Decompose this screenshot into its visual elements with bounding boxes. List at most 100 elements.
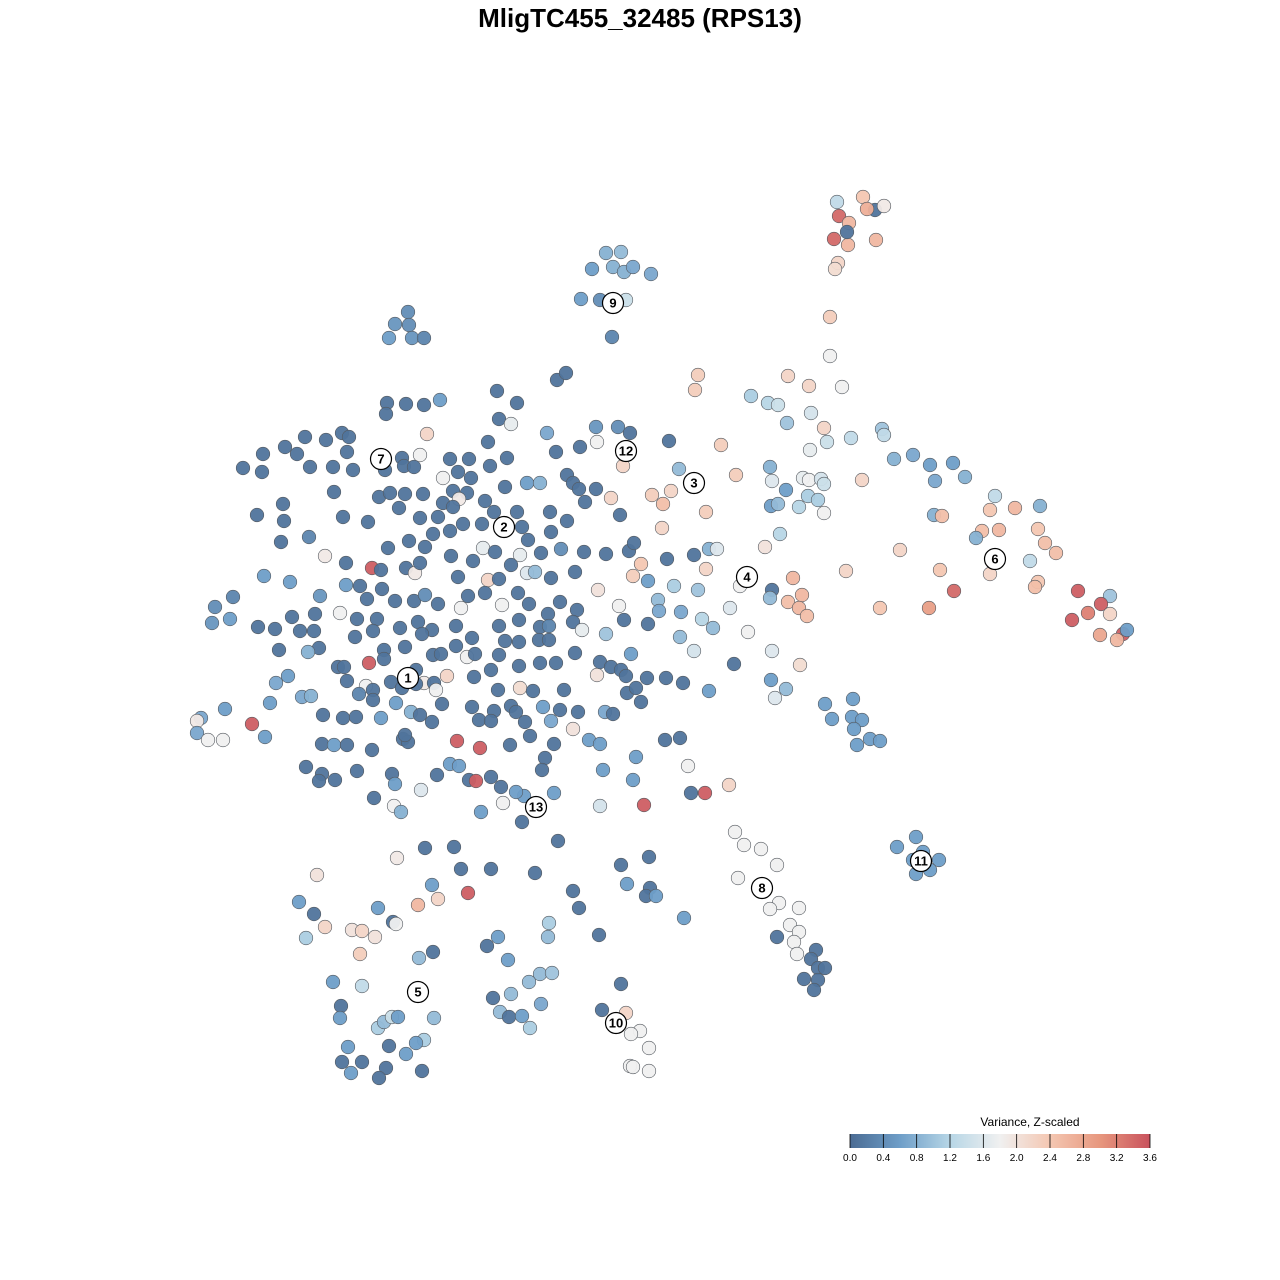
scatter-point <box>432 392 448 408</box>
scatter-point <box>369 611 385 627</box>
scatter-point <box>643 266 659 282</box>
scatter-point <box>822 309 838 325</box>
scatter-point <box>709 541 725 557</box>
cluster-label: 7 <box>369 447 393 471</box>
scatter-point <box>479 938 495 954</box>
scatter-point <box>508 784 524 800</box>
scatter-point <box>373 710 389 726</box>
scatter-point <box>467 646 483 662</box>
cluster-label-circle <box>601 291 625 315</box>
scatter-point <box>636 797 652 813</box>
scatter-point <box>736 837 752 853</box>
scatter-point <box>485 990 501 1006</box>
scatter-point <box>740 624 756 640</box>
cluster-label: 10 <box>604 1011 628 1035</box>
scatter-point <box>289 446 305 462</box>
scatter-point <box>364 742 380 758</box>
legend: Variance, Z-scaled 0.0 0.4 0.8 1.2 1.6 2.0 2.4… <box>843 1115 1157 1164</box>
scatter-point <box>1119 622 1135 638</box>
scatter-point <box>589 667 605 683</box>
scatter-point <box>945 455 961 471</box>
cluster-label: 3 <box>682 471 706 495</box>
scatter-point <box>517 714 533 730</box>
scatter-point <box>512 547 528 563</box>
scatter-point <box>588 481 604 497</box>
cluster-label-circle <box>682 471 706 495</box>
scatter-point <box>388 695 404 711</box>
scatter-point <box>854 712 870 728</box>
scatter-point <box>730 870 746 886</box>
scatter-point <box>1102 588 1118 604</box>
scatter-point <box>829 194 845 210</box>
scatter-point <box>502 737 518 753</box>
scatter-point <box>464 699 480 715</box>
scatter-point <box>785 570 801 586</box>
scatter-point <box>509 504 525 520</box>
scatter-point <box>705 620 721 636</box>
scatter-point <box>728 467 744 483</box>
scatter-point <box>672 730 688 746</box>
scatter-point <box>256 568 272 584</box>
scatter-point <box>339 444 355 460</box>
legend-tick-label: 0.8 <box>910 1153 924 1164</box>
scatter-point <box>475 540 491 556</box>
scatter-point <box>483 769 499 785</box>
scatter-point <box>343 1065 359 1081</box>
scatter-point <box>539 425 555 441</box>
scatter-point <box>603 490 619 506</box>
scatter-point <box>1037 535 1053 551</box>
scatter-point <box>889 839 905 855</box>
scatter-point <box>780 594 796 610</box>
cluster-label: 2 <box>492 515 516 539</box>
scatter-point <box>408 1035 424 1051</box>
scatter-point <box>495 795 511 811</box>
scatter-point <box>872 733 888 749</box>
scatter-point <box>354 1054 370 1070</box>
scatter-point <box>352 946 368 962</box>
scatter-point <box>543 713 559 729</box>
scatter-point <box>315 707 331 723</box>
cluster-label-text: 5 <box>414 985 421 1000</box>
scatter-point <box>1092 627 1108 643</box>
scatter-point <box>791 499 807 515</box>
scatter-point <box>558 365 574 381</box>
cluster-label-circle <box>614 439 638 463</box>
scatter-point <box>623 646 639 662</box>
scatter-point <box>588 419 604 435</box>
scatter-point <box>801 472 817 488</box>
cluster-label: 5 <box>406 980 430 1004</box>
scatter-point <box>757 539 773 555</box>
scatter-point <box>255 446 271 462</box>
scatter-point <box>483 861 499 877</box>
scatter-point <box>839 224 855 240</box>
scatter-point <box>628 749 644 765</box>
scatter-point <box>387 776 403 792</box>
scatter-point <box>802 442 818 458</box>
scatter-point <box>494 597 510 613</box>
scatter-point <box>822 348 838 364</box>
scatter-point <box>806 982 822 998</box>
scatter-point <box>641 849 657 865</box>
scatter-point <box>565 883 581 899</box>
scatter-point <box>780 368 796 384</box>
scatter-point <box>799 608 815 624</box>
scatter-point <box>450 464 466 480</box>
legend-tick-label: 1.2 <box>943 1153 957 1164</box>
scatter-point <box>430 891 446 907</box>
scatter-point <box>868 232 884 248</box>
scatter-point <box>503 557 519 573</box>
scatter-point <box>767 690 783 706</box>
scatter-point <box>541 915 557 931</box>
scatter-point <box>1109 632 1125 648</box>
scatter-point <box>762 901 778 917</box>
scatter-point <box>605 706 621 722</box>
scatter-point <box>770 397 786 413</box>
scatter-point <box>573 291 589 307</box>
scatter-point <box>473 804 489 820</box>
scatter-point <box>666 578 682 594</box>
scatter-point <box>312 588 328 604</box>
legend-tick-label: 3.2 <box>1110 1153 1124 1164</box>
scatter-point <box>644 487 660 503</box>
scatter-point <box>626 535 642 551</box>
scatter-point <box>633 556 649 572</box>
